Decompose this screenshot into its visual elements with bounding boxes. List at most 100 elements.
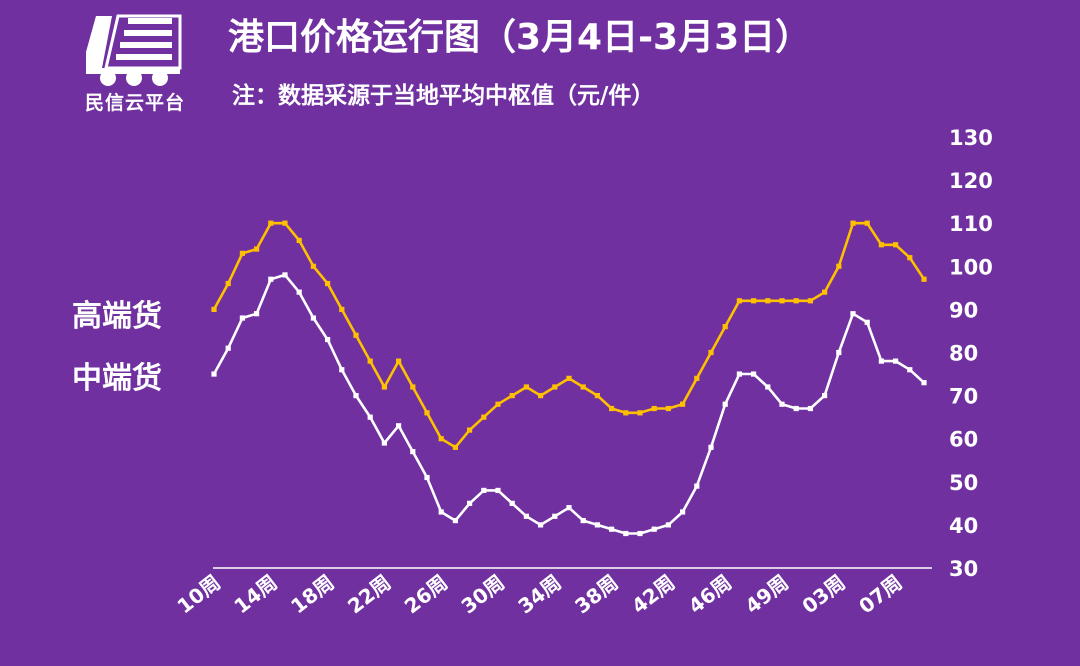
data-point-mid <box>779 401 785 407</box>
series-label-high: 高端货 <box>72 299 162 334</box>
data-point-mid <box>637 530 643 537</box>
data-point-high <box>623 410 629 416</box>
x-axis: 10周 14周 18周 22周 26周 30周 34周 38周 42周 46周 49周 03周 07周 <box>173 570 907 618</box>
data-point-mid <box>878 358 884 364</box>
data-point-high <box>282 220 288 226</box>
data-point-high <box>680 401 686 407</box>
series-points <box>211 220 927 537</box>
data-point-high <box>779 298 785 304</box>
series-label-mid: 中端货 <box>72 361 162 396</box>
x-tick-label: 34周 <box>513 570 565 618</box>
data-point-mid <box>751 371 757 377</box>
data-point-high <box>580 384 586 390</box>
data-point-mid <box>665 522 671 528</box>
x-tick-label: 14周 <box>229 570 281 618</box>
data-point-high <box>438 436 444 442</box>
data-point-high <box>296 237 302 244</box>
data-point-mid <box>438 509 444 515</box>
y-tick-label: 90 <box>949 298 978 322</box>
x-tick-label: 49周 <box>741 570 793 618</box>
data-point-high <box>566 375 572 381</box>
data-point-high <box>481 414 487 420</box>
data-point-mid <box>680 509 686 515</box>
y-tick-label: 40 <box>949 514 978 538</box>
data-point-high <box>523 384 529 390</box>
x-tick-label: 03周 <box>797 570 849 618</box>
data-point-mid <box>239 315 245 321</box>
data-point-mid <box>225 345 231 351</box>
y-tick-label: 50 <box>949 471 978 495</box>
data-point-mid <box>538 522 544 528</box>
data-point-high <box>822 289 828 295</box>
x-tick-label: 22周 <box>343 570 395 618</box>
chart-title: 港口价格运行图（3月4日-3月3日） <box>228 17 812 58</box>
data-point-mid <box>396 423 402 429</box>
data-point-high <box>538 393 544 399</box>
y-tick-label: 110 <box>949 212 993 236</box>
series-line-mid <box>212 273 925 535</box>
data-point-high <box>325 280 331 287</box>
data-point-high <box>637 410 643 416</box>
data-point-mid <box>822 393 828 399</box>
data-point-mid <box>864 319 870 325</box>
data-point-high <box>751 298 757 304</box>
data-point-mid <box>836 349 842 356</box>
data-point-high <box>793 298 799 304</box>
data-point-high <box>665 405 671 412</box>
data-point-mid <box>452 517 458 524</box>
data-point-high <box>893 242 899 248</box>
y-tick-label: 100 <box>949 255 993 279</box>
data-point-mid <box>381 440 387 446</box>
data-point-high <box>878 242 884 248</box>
y-axis: 30 40 50 60 70 80 90 100 110 120 130 <box>949 126 993 581</box>
data-point-high <box>907 255 913 261</box>
data-point-mid <box>268 276 274 282</box>
data-point-high <box>736 298 742 304</box>
data-point-high <box>367 358 373 364</box>
data-point-high <box>452 444 458 450</box>
data-point-high <box>552 384 558 390</box>
data-point-high <box>225 280 231 287</box>
data-point-mid <box>609 526 615 532</box>
x-tick-label: 10周 <box>173 570 225 618</box>
data-point-high <box>765 298 771 304</box>
data-point-high <box>410 384 416 390</box>
data-point-mid <box>566 505 572 511</box>
data-point-mid <box>552 513 558 519</box>
data-point-mid <box>694 483 700 489</box>
data-point-mid <box>736 371 742 377</box>
data-point-high <box>310 263 316 269</box>
y-tick-label: 120 <box>949 169 993 193</box>
data-point-high <box>254 246 260 252</box>
data-point-high <box>594 393 600 399</box>
data-point-high <box>467 427 473 433</box>
data-point-high <box>921 276 927 282</box>
data-point-high <box>722 324 728 330</box>
data-point-high <box>708 349 714 356</box>
data-point-high <box>609 405 615 412</box>
data-point-mid <box>594 522 600 528</box>
data-point-high <box>836 263 842 269</box>
data-point-mid <box>765 384 771 390</box>
data-point-mid <box>282 272 288 278</box>
data-point-mid <box>893 358 899 364</box>
data-point-mid <box>907 367 913 373</box>
data-point-mid <box>424 474 430 481</box>
data-point-mid <box>211 371 217 377</box>
data-point-mid <box>651 526 657 532</box>
data-point-mid <box>325 336 331 343</box>
data-point-mid <box>850 311 856 317</box>
y-tick-label: 60 <box>949 428 978 452</box>
data-point-mid <box>523 513 529 519</box>
data-point-high <box>339 306 345 312</box>
data-point-mid <box>509 500 515 506</box>
data-point-mid <box>722 401 728 407</box>
data-point-high <box>239 250 245 256</box>
data-point-high <box>864 220 870 226</box>
x-tick-label: 42周 <box>627 570 679 618</box>
data-point-high <box>850 220 856 226</box>
data-point-mid <box>807 405 813 412</box>
y-tick-label: 80 <box>949 342 978 366</box>
x-tick-label: 18周 <box>286 570 338 618</box>
